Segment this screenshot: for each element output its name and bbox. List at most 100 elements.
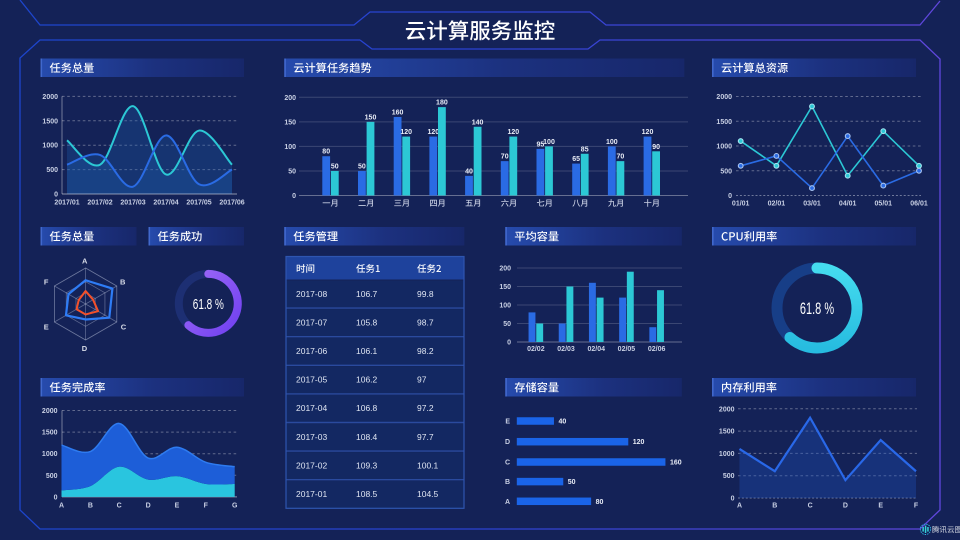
svg-text:97.7: 97.7 (417, 432, 434, 442)
svg-text:50: 50 (503, 321, 511, 328)
svg-text:120: 120 (642, 129, 654, 136)
svg-text:0: 0 (731, 496, 735, 503)
svg-text:2000: 2000 (42, 94, 58, 101)
svg-text:61.8 %: 61.8 % (193, 296, 224, 313)
svg-text:C: C (505, 460, 510, 467)
svg-text:02/06: 02/06 (648, 346, 666, 353)
svg-text:D: D (505, 439, 510, 446)
svg-text:2017-06: 2017-06 (296, 346, 327, 356)
svg-text:B: B (772, 503, 777, 510)
svg-text:95: 95 (537, 141, 545, 148)
svg-text:0: 0 (54, 192, 58, 199)
svg-text:2017-05: 2017-05 (296, 375, 327, 385)
svg-text:E: E (175, 503, 180, 510)
svg-text:2017-08: 2017-08 (296, 289, 327, 299)
svg-text:1500: 1500 (719, 429, 735, 436)
svg-text:F: F (44, 277, 49, 286)
svg-text:2017-03: 2017-03 (296, 432, 327, 442)
svg-text:A: A (59, 503, 64, 510)
svg-text:100: 100 (499, 303, 511, 310)
svg-text:B: B (505, 479, 510, 486)
svg-text:G: G (232, 503, 238, 510)
svg-text:150: 150 (499, 284, 511, 291)
svg-text:150: 150 (365, 114, 377, 121)
svg-text:61.8 %: 61.8 % (800, 300, 834, 318)
svg-text:98.7: 98.7 (417, 317, 434, 327)
svg-text:200: 200 (499, 266, 511, 273)
svg-text:120: 120 (427, 129, 439, 136)
svg-text:50: 50 (288, 168, 296, 175)
svg-text:105.8: 105.8 (356, 317, 378, 327)
svg-text:2017/01: 2017/01 (54, 200, 79, 207)
svg-text:2017/04: 2017/04 (153, 200, 178, 207)
svg-text:100: 100 (543, 139, 555, 146)
svg-text:97: 97 (417, 375, 427, 385)
svg-text:02/05: 02/05 (618, 346, 636, 353)
svg-text:120: 120 (507, 129, 519, 136)
svg-text:2017-02: 2017-02 (296, 460, 327, 470)
svg-text:2017-07: 2017-07 (296, 317, 327, 327)
svg-text:2017/02: 2017/02 (87, 200, 112, 207)
svg-text:E: E (44, 323, 49, 332)
svg-text:70: 70 (501, 154, 509, 161)
svg-text:1000: 1000 (716, 144, 732, 151)
svg-text:150: 150 (284, 119, 296, 126)
svg-text:04/01: 04/01 (839, 201, 857, 208)
svg-text:1000: 1000 (42, 451, 58, 458)
svg-text:97.2: 97.2 (417, 403, 434, 413)
svg-text:1500: 1500 (42, 430, 58, 437)
svg-text:90: 90 (652, 144, 660, 151)
svg-text:109.3: 109.3 (356, 460, 378, 470)
svg-text:50: 50 (358, 163, 366, 170)
svg-text:0: 0 (54, 494, 58, 501)
svg-text:E: E (505, 419, 510, 426)
svg-text:160: 160 (392, 109, 404, 116)
svg-text:500: 500 (46, 473, 58, 480)
svg-text:02/01: 02/01 (768, 201, 786, 208)
svg-text:160: 160 (670, 460, 682, 467)
svg-text:A: A (737, 503, 742, 510)
svg-text:40: 40 (465, 168, 473, 175)
svg-text:2000: 2000 (42, 408, 58, 415)
svg-text:03/01: 03/01 (803, 201, 821, 208)
svg-text:1000: 1000 (42, 143, 58, 150)
svg-text:C: C (808, 503, 813, 510)
svg-text:B: B (88, 503, 93, 510)
svg-text:200: 200 (284, 95, 296, 102)
svg-text:108.4: 108.4 (356, 432, 378, 442)
svg-text:2017-01: 2017-01 (296, 489, 327, 499)
svg-text:D: D (843, 503, 848, 510)
svg-text:01/01: 01/01 (732, 201, 750, 208)
svg-text:02/04: 02/04 (587, 346, 605, 353)
svg-text:100: 100 (284, 144, 296, 151)
svg-text:1500: 1500 (42, 118, 58, 125)
svg-text:1000: 1000 (719, 451, 735, 458)
svg-text:99.8: 99.8 (417, 289, 434, 299)
svg-text:A: A (82, 256, 88, 265)
svg-text:500: 500 (720, 168, 732, 175)
svg-text:65: 65 (572, 156, 580, 163)
svg-text:0: 0 (728, 193, 732, 200)
svg-text:106.8: 106.8 (356, 403, 378, 413)
svg-text:80: 80 (596, 499, 604, 506)
svg-text:120: 120 (400, 129, 412, 136)
svg-text:180: 180 (436, 100, 448, 107)
svg-text:108.5: 108.5 (356, 489, 378, 499)
svg-text:2017/03: 2017/03 (120, 200, 145, 207)
svg-text:0: 0 (292, 193, 296, 200)
svg-text:A: A (505, 499, 510, 506)
svg-text:100: 100 (606, 139, 618, 146)
svg-text:1500: 1500 (716, 119, 732, 126)
svg-text:40: 40 (558, 419, 566, 426)
svg-text:100.1: 100.1 (417, 460, 439, 470)
svg-text:2017-04: 2017-04 (296, 403, 327, 413)
svg-text:C: C (117, 503, 122, 510)
svg-text:F: F (204, 503, 209, 510)
svg-text:500: 500 (723, 473, 735, 480)
svg-text:98.2: 98.2 (417, 346, 434, 356)
svg-text:E: E (878, 503, 883, 510)
svg-text:106.1: 106.1 (356, 346, 378, 356)
svg-text:120: 120 (633, 439, 645, 446)
svg-text:B: B (120, 277, 126, 286)
svg-text:106.7: 106.7 (356, 289, 378, 299)
